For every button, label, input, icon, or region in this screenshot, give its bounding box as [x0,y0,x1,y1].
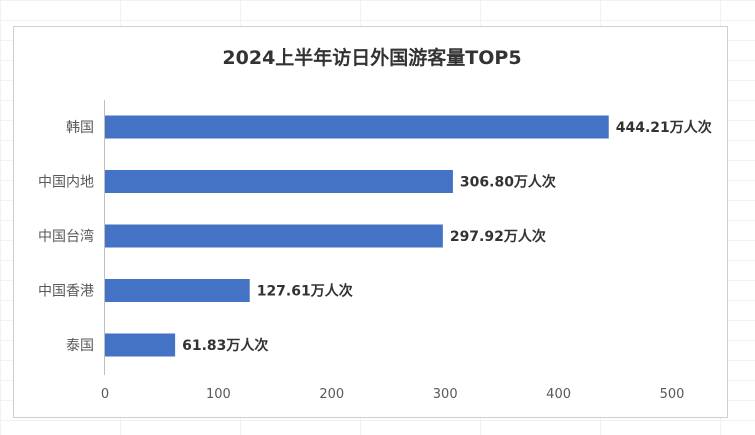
chart-title: 2024上半年访日外国游客量TOP5 [222,46,521,69]
category-label-1: 中国内地 [38,175,94,191]
x-tick-label-0: 0 [101,387,109,402]
data-label-0: 444.21万人次 [616,119,712,136]
bars-group [105,115,609,357]
category-label-0: 韩国 [66,120,94,136]
category-label-4: 泰国 [66,338,94,354]
bar-0[interactable] [105,115,609,139]
data-label-2: 297.92万人次 [450,228,546,245]
x-tick-label-3: 300 [433,387,458,402]
x-tick-labels-group: 0 100 200 300 400 500 [101,387,685,402]
bar-2[interactable] [105,224,443,248]
x-tick-label-4: 400 [546,387,571,402]
bar-3[interactable] [105,279,250,302]
category-label-2: 中国台湾 [38,228,94,245]
x-tick-label-5: 500 [660,387,685,402]
bar-1[interactable] [105,170,453,193]
data-labels-group: 444.21万人次 306.80万人次 297.92万人次 127.61万人次 61.8… [182,119,712,354]
data-label-4: 61.83万人次 [182,337,268,354]
bar-4[interactable] [105,333,176,357]
data-label-1: 306.80万人次 [460,174,556,191]
category-label-3: 中国香港 [38,284,94,300]
x-tick-label-2: 200 [319,387,344,402]
x-tick-label-1: 100 [206,387,231,402]
data-label-3: 127.61万人次 [257,283,353,300]
